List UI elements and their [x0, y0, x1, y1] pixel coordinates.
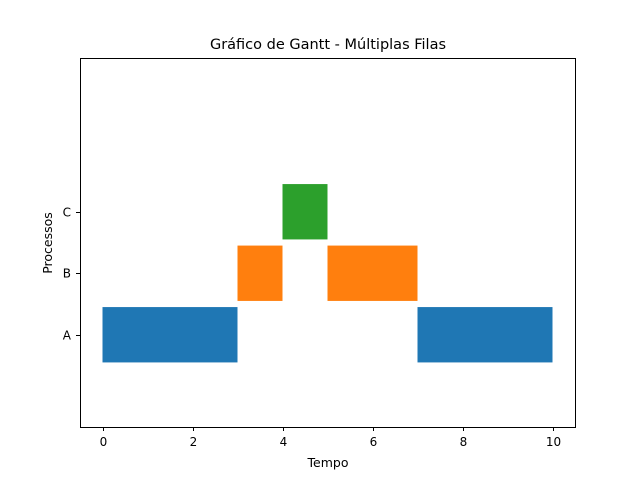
- x-tick-label: 8: [460, 435, 468, 449]
- x-tick-label: 4: [280, 435, 288, 449]
- bar-c-1: [282, 184, 328, 240]
- x-tick-label: 0: [100, 435, 108, 449]
- x-tick-label: 2: [190, 435, 198, 449]
- x-axis-label: Tempo: [307, 455, 349, 470]
- y-tick-label-b: B: [63, 267, 71, 281]
- x-axis-ticks: 0 2 4 6 8 10: [100, 427, 561, 449]
- chart-title: Gráfico de Gantt - Múltiplas Filas: [210, 37, 446, 53]
- bar-a-2: [417, 307, 553, 363]
- y-tick-label-c: C: [63, 206, 71, 220]
- y-axis-label: Processos: [40, 212, 55, 274]
- bar-b-2: [327, 245, 418, 301]
- plot-frame: [80, 58, 576, 428]
- x-tick-label: 10: [546, 435, 561, 449]
- y-tick-label-a: A: [63, 329, 72, 343]
- bar-b-1: [237, 245, 283, 301]
- x-tick-label: 6: [370, 435, 378, 449]
- y-axis-ticks: A B C: [63, 206, 80, 343]
- bar-a-1: [102, 307, 238, 363]
- bars-layer: [102, 184, 553, 363]
